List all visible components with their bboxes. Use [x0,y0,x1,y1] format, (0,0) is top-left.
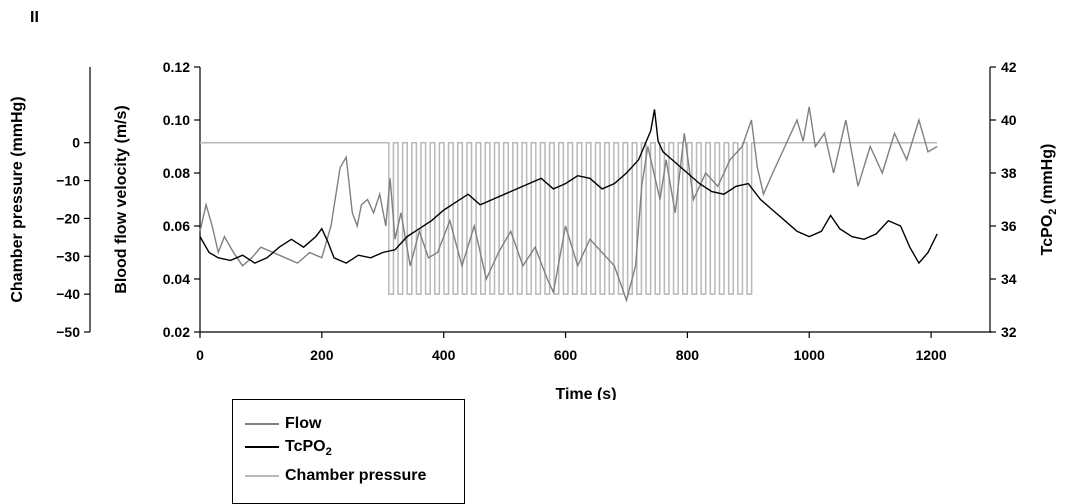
legend-label-tcpo2: TcPO2 [285,438,332,459]
flow-tick-label: 0.10 [163,112,190,128]
x-axis-title: Time (s) [555,386,616,400]
x-tick-label: 600 [554,347,578,363]
tcpo2-tick-label: 36 [1001,218,1017,234]
legend-swatch-flow [245,423,279,425]
x-tick-label: 0 [196,347,204,363]
x-tick-label: 1000 [794,347,825,363]
series-flow [199,106,938,303]
series-chamber-pressure [200,141,938,295]
legend-item-flow: Flow [233,414,463,434]
pressure-tick-label: −20 [56,210,80,226]
x-tick-label: 200 [310,347,334,363]
chart-svg: II 0 200 400 600 800 1000 12000.120.100.080.06… [9,9,1059,400]
pressure-tick-label: −50 [56,324,80,340]
axis-labels: 0 200 400 600 800 1000 12000.120.100.080.060.0… [9,59,1059,400]
tcpo2-tick-label: 40 [1001,112,1017,128]
x-tick-label: 800 [676,347,700,363]
legend-label-flow: Flow [285,415,322,432]
pressure-tick-label: 0 [72,135,80,151]
legend-swatch-tcpo2 [245,446,279,448]
legend-label-chamber-pressure: Chamber pressure [285,467,427,484]
x-tick-label: 400 [432,347,456,363]
series-tcpo2 [199,109,938,265]
chart-axes [84,66,996,338]
flow-tick-label: 0.08 [163,165,190,181]
legend-item-tcpo2: TcPO2 [233,437,463,458]
flow-axis-title: Blood flow velocity (m/s) [113,105,130,293]
pressure-axis-title: Chamber pressure (mmHg) [9,96,26,302]
legend: Flow TcPO2 Chamber pressure [232,399,465,504]
tcpo2-tick-label: 38 [1001,165,1017,181]
tcpo2-tick-label: 42 [1001,59,1017,75]
flow-tick-label: 0.02 [163,324,190,340]
x-tick-label: 1200 [915,347,946,363]
legend-swatch-chamber-pressure [245,475,279,477]
flow-tick-label: 0.12 [163,59,190,75]
plot-area [199,106,938,303]
pressure-tick-label: −10 [56,173,80,189]
tcpo2-tick-label: 34 [1001,271,1017,287]
tcpo2-tick-label: 32 [1001,324,1017,340]
flow-tick-label: 0.04 [163,271,190,287]
panel-label: II [30,9,39,26]
flow-tick-label: 0.06 [163,218,190,234]
pressure-tick-label: −40 [56,286,80,302]
pressure-tick-label: −30 [56,248,80,264]
legend-item-chamber-pressure: Chamber pressure [233,466,463,486]
tcpo2-axis-title: TcPO2 (mmHg) [1039,144,1059,256]
